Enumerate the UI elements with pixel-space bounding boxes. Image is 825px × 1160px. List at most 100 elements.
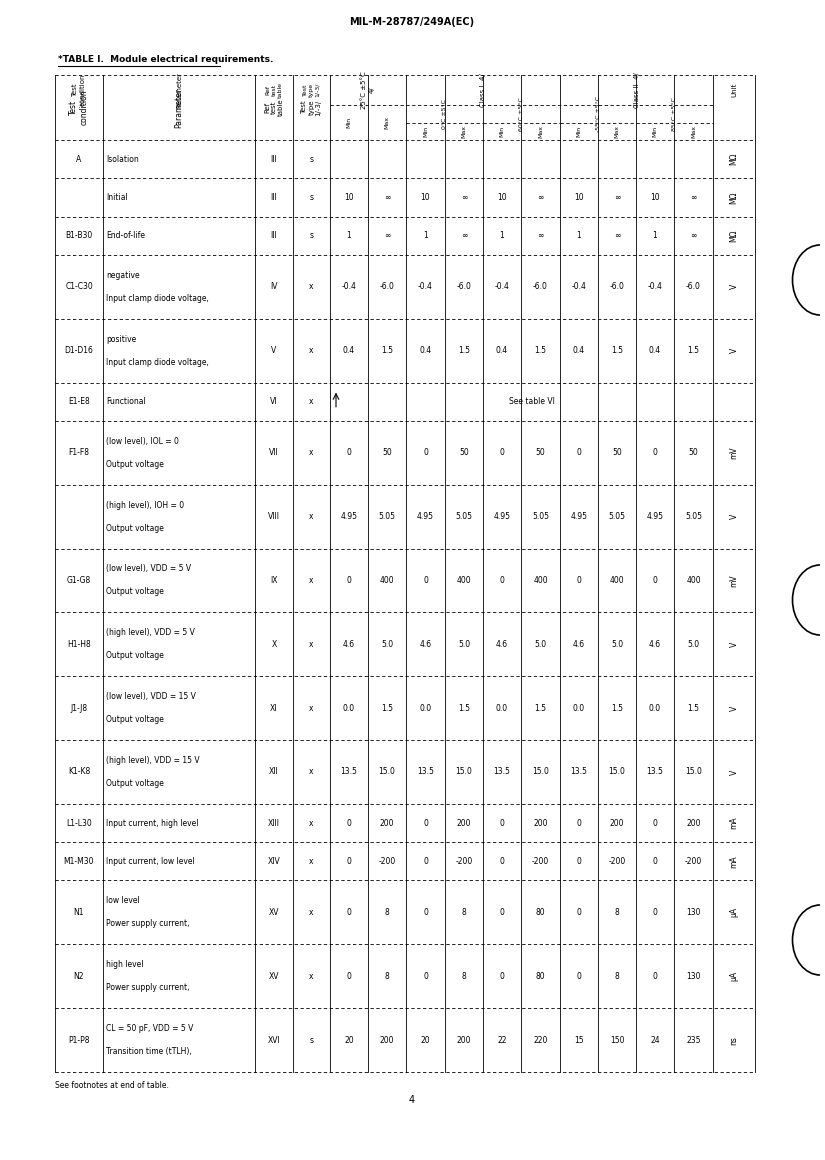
- Text: ∞: ∞: [537, 231, 544, 240]
- Text: 0: 0: [653, 577, 658, 585]
- Text: x: x: [309, 768, 314, 776]
- Text: C1-C30: C1-C30: [65, 282, 93, 291]
- Text: V: V: [729, 348, 738, 354]
- Text: 0: 0: [346, 819, 351, 827]
- Text: A: A: [77, 154, 82, 164]
- Text: -200: -200: [455, 857, 473, 865]
- Text: E1-E8: E1-E8: [68, 397, 90, 406]
- Text: 5.0: 5.0: [535, 640, 546, 648]
- Text: 5.05: 5.05: [609, 512, 625, 521]
- Text: MIL-M-28787/249A(EC): MIL-M-28787/249A(EC): [350, 17, 474, 27]
- Text: x: x: [309, 640, 314, 648]
- Text: s: s: [309, 193, 314, 202]
- Text: 1: 1: [577, 231, 582, 240]
- Text: -6.0: -6.0: [380, 282, 394, 291]
- Text: ns: ns: [729, 1036, 738, 1044]
- Text: 0: 0: [423, 908, 428, 916]
- Text: 15.0: 15.0: [532, 768, 549, 776]
- Text: MΩ: MΩ: [729, 230, 738, 242]
- Text: 400: 400: [533, 577, 548, 585]
- Text: -200: -200: [532, 857, 549, 865]
- Text: 0.4: 0.4: [649, 346, 661, 355]
- Text: 1: 1: [500, 231, 504, 240]
- Text: 0: 0: [423, 448, 428, 457]
- Text: VIII: VIII: [268, 512, 280, 521]
- Text: 0: 0: [653, 819, 658, 827]
- Text: 0°C ±5°C: 0°C ±5°C: [442, 99, 447, 129]
- Text: 13.5: 13.5: [647, 768, 663, 776]
- Text: 235: 235: [686, 1036, 700, 1045]
- Text: 4.6: 4.6: [343, 640, 355, 648]
- Text: Max: Max: [615, 125, 620, 138]
- Text: 5.0: 5.0: [381, 640, 393, 648]
- Text: 0: 0: [423, 819, 428, 827]
- Text: (low level), VDD = 15 V: (low level), VDD = 15 V: [106, 693, 196, 701]
- Text: 5.0: 5.0: [611, 640, 623, 648]
- Text: x: x: [309, 282, 314, 291]
- Text: x: x: [309, 512, 314, 521]
- Text: Max: Max: [384, 116, 389, 129]
- Text: III: III: [271, 231, 277, 240]
- Text: 0: 0: [423, 857, 428, 865]
- Text: x: x: [309, 704, 314, 712]
- Text: Output voltage: Output voltage: [106, 651, 164, 660]
- Text: 0.4: 0.4: [343, 346, 355, 355]
- Text: 13.5: 13.5: [493, 768, 511, 776]
- Text: x: x: [309, 972, 314, 980]
- Text: 85°C ±5°C: 85°C ±5°C: [672, 97, 677, 131]
- Text: 400: 400: [610, 577, 625, 585]
- Text: Parameter: Parameter: [175, 87, 183, 128]
- Text: 0: 0: [346, 908, 351, 916]
- Text: 10: 10: [574, 193, 584, 202]
- Text: ∞: ∞: [614, 193, 620, 202]
- Text: B1-B30: B1-B30: [65, 231, 92, 240]
- Text: 200: 200: [457, 1036, 471, 1045]
- Text: 200: 200: [380, 1036, 394, 1045]
- Text: 200: 200: [610, 819, 625, 827]
- Text: V: V: [729, 284, 738, 290]
- Text: 5.05: 5.05: [455, 512, 473, 521]
- Text: 4.95: 4.95: [647, 512, 663, 521]
- Text: 1.5: 1.5: [381, 704, 393, 712]
- Text: high level: high level: [106, 960, 144, 970]
- Text: G1-G8: G1-G8: [67, 577, 91, 585]
- Text: F1-F8: F1-F8: [68, 448, 89, 457]
- Text: Output voltage: Output voltage: [106, 715, 164, 724]
- Text: 20: 20: [344, 1036, 354, 1045]
- Text: 0: 0: [500, 972, 504, 980]
- Text: IV: IV: [271, 282, 278, 291]
- Text: Unit: Unit: [731, 82, 737, 97]
- Text: N1: N1: [73, 908, 84, 916]
- Text: 0: 0: [653, 908, 658, 916]
- Text: 0: 0: [346, 577, 351, 585]
- Text: 0.0: 0.0: [649, 704, 661, 712]
- Text: 0: 0: [423, 577, 428, 585]
- Text: -55°C ±5°C: -55°C ±5°C: [596, 96, 601, 132]
- Text: 50: 50: [535, 448, 545, 457]
- Text: Min: Min: [346, 117, 351, 128]
- Text: Test
condition: Test condition: [69, 89, 89, 125]
- Text: 4.95: 4.95: [571, 512, 587, 521]
- Text: 50: 50: [612, 448, 622, 457]
- Text: Min: Min: [653, 126, 658, 137]
- Text: Isolation: Isolation: [106, 154, 139, 164]
- Text: 0.4: 0.4: [573, 346, 585, 355]
- Text: III: III: [271, 154, 277, 164]
- Text: Parameter: Parameter: [176, 72, 182, 108]
- Text: (high level), VDD = 15 V: (high level), VDD = 15 V: [106, 756, 200, 764]
- Text: 5.05: 5.05: [685, 512, 702, 521]
- Text: negative: negative: [106, 270, 139, 280]
- Text: Input current, high level: Input current, high level: [106, 819, 199, 827]
- Text: See footnotes at end of table.: See footnotes at end of table.: [55, 1080, 169, 1089]
- Text: low level: low level: [106, 897, 139, 906]
- Text: 200: 200: [533, 819, 548, 827]
- Text: MΩ: MΩ: [729, 153, 738, 166]
- Text: 15.0: 15.0: [609, 768, 625, 776]
- Text: (high level), VDD = 5 V: (high level), VDD = 5 V: [106, 629, 195, 637]
- Text: 0: 0: [423, 972, 428, 980]
- Text: J1-J8: J1-J8: [70, 704, 87, 712]
- Text: XIII: XIII: [268, 819, 280, 827]
- Text: 15.0: 15.0: [379, 768, 395, 776]
- Text: 0: 0: [500, 577, 504, 585]
- Text: VII: VII: [269, 448, 279, 457]
